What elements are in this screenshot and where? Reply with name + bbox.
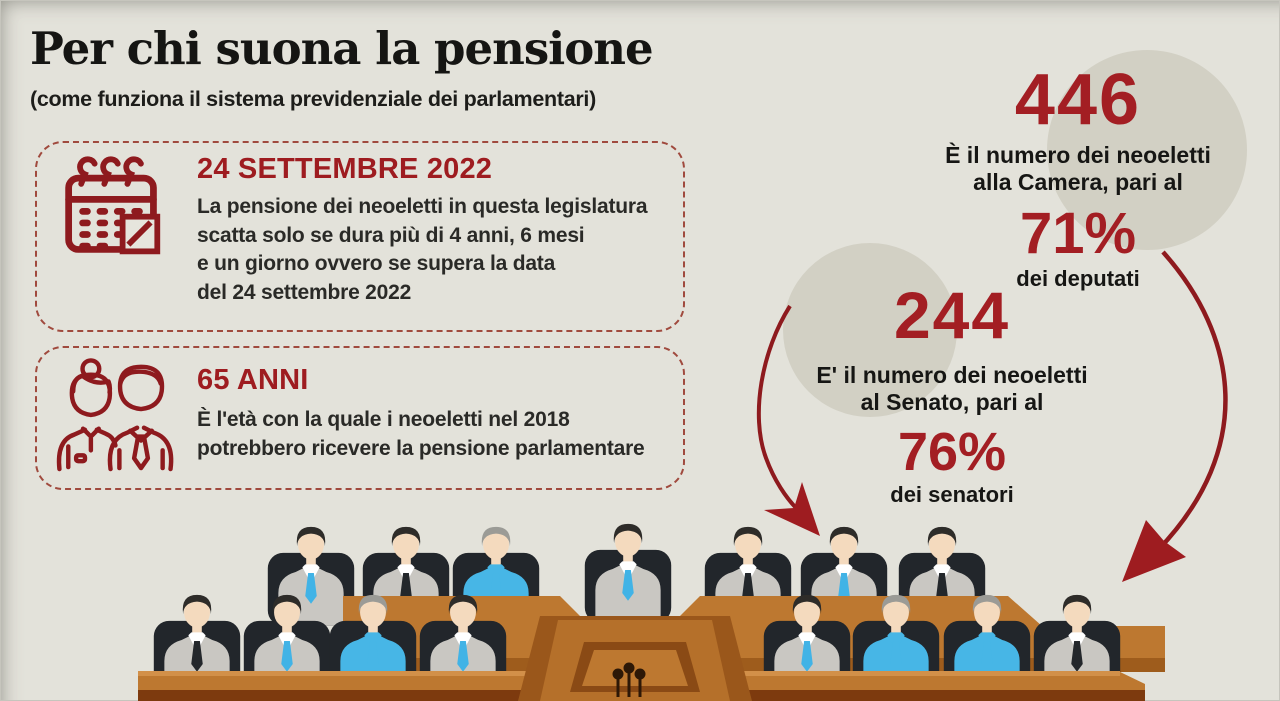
stat-line: E' il numero dei neoeletti bbox=[816, 362, 1088, 388]
decor-circle-camera bbox=[1047, 50, 1247, 250]
box-line: del 24 settembre 2022 bbox=[197, 280, 412, 304]
people-icon bbox=[56, 358, 174, 472]
box-line: potrebbero ricevere la pensione parlamen… bbox=[197, 436, 645, 460]
podium bbox=[518, 616, 752, 701]
box-line: La pensione dei neoeletti in questa legi… bbox=[197, 195, 648, 218]
stat-line: al Senato, pari al bbox=[860, 389, 1044, 415]
stat-value: 244 bbox=[893, 278, 1011, 352]
box-heading-age: 65 ANNI bbox=[197, 364, 309, 396]
parliament-president-figure bbox=[584, 523, 672, 623]
box-line: È l'età con la quale i neoeletti nel 201… bbox=[197, 408, 570, 431]
box-line: scatta solo se dura più di 4 anni, 6 mes… bbox=[197, 223, 585, 247]
page-subtitle: (come funziona il sistema previdenziale … bbox=[30, 87, 596, 111]
stat-percent: 71% bbox=[1019, 201, 1137, 266]
stat-percent-label: dei senatori bbox=[890, 482, 1014, 507]
parliament-scene bbox=[138, 523, 1165, 701]
page-title: Per chi suona la pensione bbox=[30, 22, 654, 75]
stat-value: 446 bbox=[1014, 60, 1142, 140]
stat-description: E' il numero dei neoeletti al Senato, pa… bbox=[752, 362, 1152, 416]
info-box-september: 24 SETTEMBRE 2022 La pensione dei neoele… bbox=[35, 141, 685, 332]
stat-description: È il numero dei neoeletti alla Camera, p… bbox=[878, 142, 1278, 196]
stat-percent: 76% bbox=[897, 422, 1007, 482]
stat-senato: 244 E' il numero dei neoeletti al Senato… bbox=[752, 282, 1152, 507]
microphone-icon bbox=[612, 662, 646, 697]
box-body-age: È l'età con la quale i neoeletti nel 201… bbox=[197, 406, 645, 463]
info-box-age: 65 ANNI È l'età con la quale i neoeletti… bbox=[35, 346, 685, 490]
stat-percent-label: dei deputati bbox=[1016, 266, 1140, 291]
box-line: e un giorno ovvero se supera la data bbox=[197, 252, 556, 275]
box-body-date: La pensione dei neoeletti in questa legi… bbox=[197, 193, 648, 307]
box-heading-date: 24 SETTEMBRE 2022 bbox=[197, 153, 493, 185]
decor-circle-senato bbox=[783, 243, 957, 417]
stat-line: È il numero dei neoeletti bbox=[945, 142, 1211, 168]
stat-line: alla Camera, pari al bbox=[973, 169, 1183, 195]
stat-camera: 446 È il numero dei neoeletti alla Camer… bbox=[878, 64, 1278, 291]
calendar-icon bbox=[65, 156, 161, 255]
